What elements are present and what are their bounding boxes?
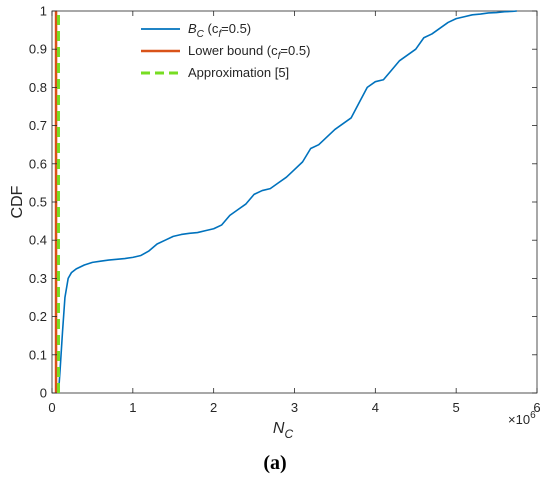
y-tick-label: 0.1 xyxy=(29,347,47,362)
x-multiplier-base: ×10 xyxy=(508,412,530,427)
legend-bc-sub2: f xyxy=(218,29,222,40)
legend-bc-sub: C xyxy=(197,29,205,40)
y-tick-label: 0.7 xyxy=(29,118,47,133)
legend-lb-sub: f xyxy=(278,51,282,62)
x-tick-label: 2 xyxy=(210,400,217,415)
y-tick-label: 0.8 xyxy=(29,80,47,95)
y-tick-label: 0.4 xyxy=(29,233,47,248)
legend-label-approximation: Approximation [5] xyxy=(188,65,289,80)
legend: BC (cf=0.5) Lower bound (cf=0.5) Approxi… xyxy=(141,21,310,80)
y-tick-label: 0.6 xyxy=(29,156,47,171)
x-multiplier-exponent: 6 xyxy=(530,410,536,421)
x-tick-label: 4 xyxy=(372,400,379,415)
x-axis-ticks: 0 1 2 3 4 5 6 xyxy=(48,11,541,415)
legend-label-lower-bound: Lower bound (cf=0.5) xyxy=(188,43,310,62)
x-axis-label-main: N xyxy=(273,420,285,437)
legend-label-bc: BC (cf=0.5) xyxy=(188,21,251,40)
x-axis-multiplier: ×106 xyxy=(508,410,536,427)
y-tick-label: 0 xyxy=(40,386,47,401)
x-tick-label: 3 xyxy=(291,400,298,415)
x-tick-label: 1 xyxy=(129,400,136,415)
y-tick-label: 0.3 xyxy=(29,271,47,286)
y-tick-label: 0.5 xyxy=(29,195,47,210)
series-line-bc xyxy=(57,10,517,394)
y-tick-label: 0.2 xyxy=(29,309,47,324)
y-tick-label: 1 xyxy=(40,4,47,19)
y-axis-ticks: 0 0.1 0.2 0.3 0.4 0.5 0.6 0.7 0.8 0.9 1 xyxy=(29,4,537,401)
legend-lb-main: Lower bound (c xyxy=(188,43,278,58)
plot-area xyxy=(51,10,538,394)
x-tick-label: 5 xyxy=(453,400,460,415)
legend-lb-tail: =0.5) xyxy=(280,43,310,58)
x-tick-label: 0 xyxy=(48,400,55,415)
y-axis-label: CDF xyxy=(9,185,26,218)
legend-bc-tail2: =0.5) xyxy=(221,21,251,36)
legend-bc-tail: (c xyxy=(204,21,219,36)
y-tick-label: 0.9 xyxy=(29,42,47,57)
x-tick-label: 6 xyxy=(533,400,540,415)
legend-bc-main: B xyxy=(188,21,197,36)
x-axis-label: NC xyxy=(273,420,294,441)
plot-frame xyxy=(51,10,538,394)
x-axis-label-subscript: C xyxy=(284,427,293,441)
figure-caption: (a) xyxy=(263,452,286,474)
